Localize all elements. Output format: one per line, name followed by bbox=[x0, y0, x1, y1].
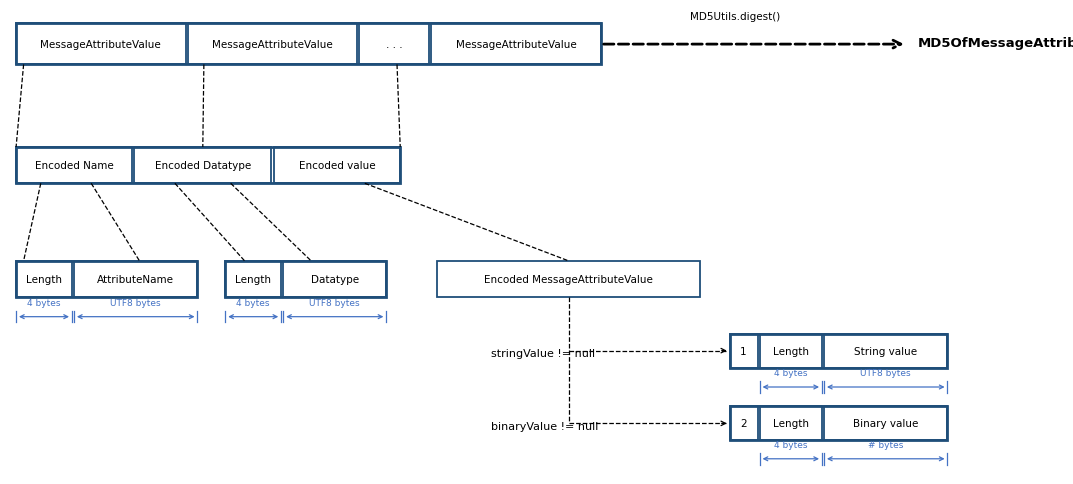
Bar bbox=[16, 261, 197, 298]
Text: Binary value: Binary value bbox=[853, 419, 918, 428]
Bar bbox=[824, 334, 947, 368]
Text: stringValue != null: stringValue != null bbox=[491, 348, 596, 358]
Bar bbox=[16, 261, 72, 298]
Bar bbox=[730, 407, 758, 440]
Text: UTF8 bytes: UTF8 bytes bbox=[309, 298, 361, 307]
Text: MessageAttributeValue: MessageAttributeValue bbox=[41, 40, 161, 50]
Text: UTF8 bytes: UTF8 bytes bbox=[861, 368, 911, 378]
Text: 4 bytes: 4 bytes bbox=[774, 368, 808, 378]
Text: Encoded Datatype: Encoded Datatype bbox=[155, 161, 251, 171]
Bar bbox=[134, 148, 271, 184]
Bar bbox=[225, 261, 281, 298]
Text: 2: 2 bbox=[740, 419, 747, 428]
Text: MessageAttributeValue: MessageAttributeValue bbox=[212, 40, 333, 50]
Bar bbox=[760, 334, 822, 368]
Text: MD5Utils.digest(): MD5Utils.digest() bbox=[690, 12, 780, 22]
Bar bbox=[283, 261, 386, 298]
Bar bbox=[16, 24, 601, 65]
Text: Length: Length bbox=[235, 274, 271, 285]
Text: 4 bytes: 4 bytes bbox=[236, 298, 270, 307]
Text: # bytes: # bytes bbox=[868, 440, 903, 449]
Text: 4 bytes: 4 bytes bbox=[27, 298, 61, 307]
Bar bbox=[16, 148, 400, 184]
Bar bbox=[730, 334, 947, 368]
Text: Encoded MessageAttributeValue: Encoded MessageAttributeValue bbox=[484, 274, 652, 285]
Text: Encoded value: Encoded value bbox=[298, 161, 376, 171]
Text: 1: 1 bbox=[740, 346, 747, 356]
Bar bbox=[16, 148, 132, 184]
Bar bbox=[359, 24, 429, 65]
Text: Length: Length bbox=[26, 274, 62, 285]
Bar bbox=[188, 24, 357, 65]
Bar bbox=[437, 261, 700, 298]
Text: MD5OfMessageAttributes: MD5OfMessageAttributes bbox=[917, 37, 1073, 50]
Bar bbox=[274, 148, 400, 184]
Text: Length: Length bbox=[773, 346, 809, 356]
Bar bbox=[16, 24, 186, 65]
Text: MessageAttributeValue: MessageAttributeValue bbox=[456, 40, 576, 50]
Bar bbox=[431, 24, 601, 65]
Bar bbox=[824, 407, 947, 440]
Text: String value: String value bbox=[854, 346, 917, 356]
Text: Datatype: Datatype bbox=[311, 274, 358, 285]
Bar bbox=[225, 261, 386, 298]
Bar bbox=[760, 407, 822, 440]
Bar bbox=[730, 407, 947, 440]
Text: Encoded Name: Encoded Name bbox=[34, 161, 114, 171]
Text: UTF8 bytes: UTF8 bytes bbox=[111, 298, 161, 307]
Bar bbox=[730, 334, 758, 368]
Text: Length: Length bbox=[773, 419, 809, 428]
Text: binaryValue != null: binaryValue != null bbox=[491, 421, 599, 431]
Text: 4 bytes: 4 bytes bbox=[774, 440, 808, 449]
Text: AttributeName: AttributeName bbox=[98, 274, 174, 285]
Bar bbox=[74, 261, 197, 298]
Text: . . .: . . . bbox=[386, 40, 402, 50]
